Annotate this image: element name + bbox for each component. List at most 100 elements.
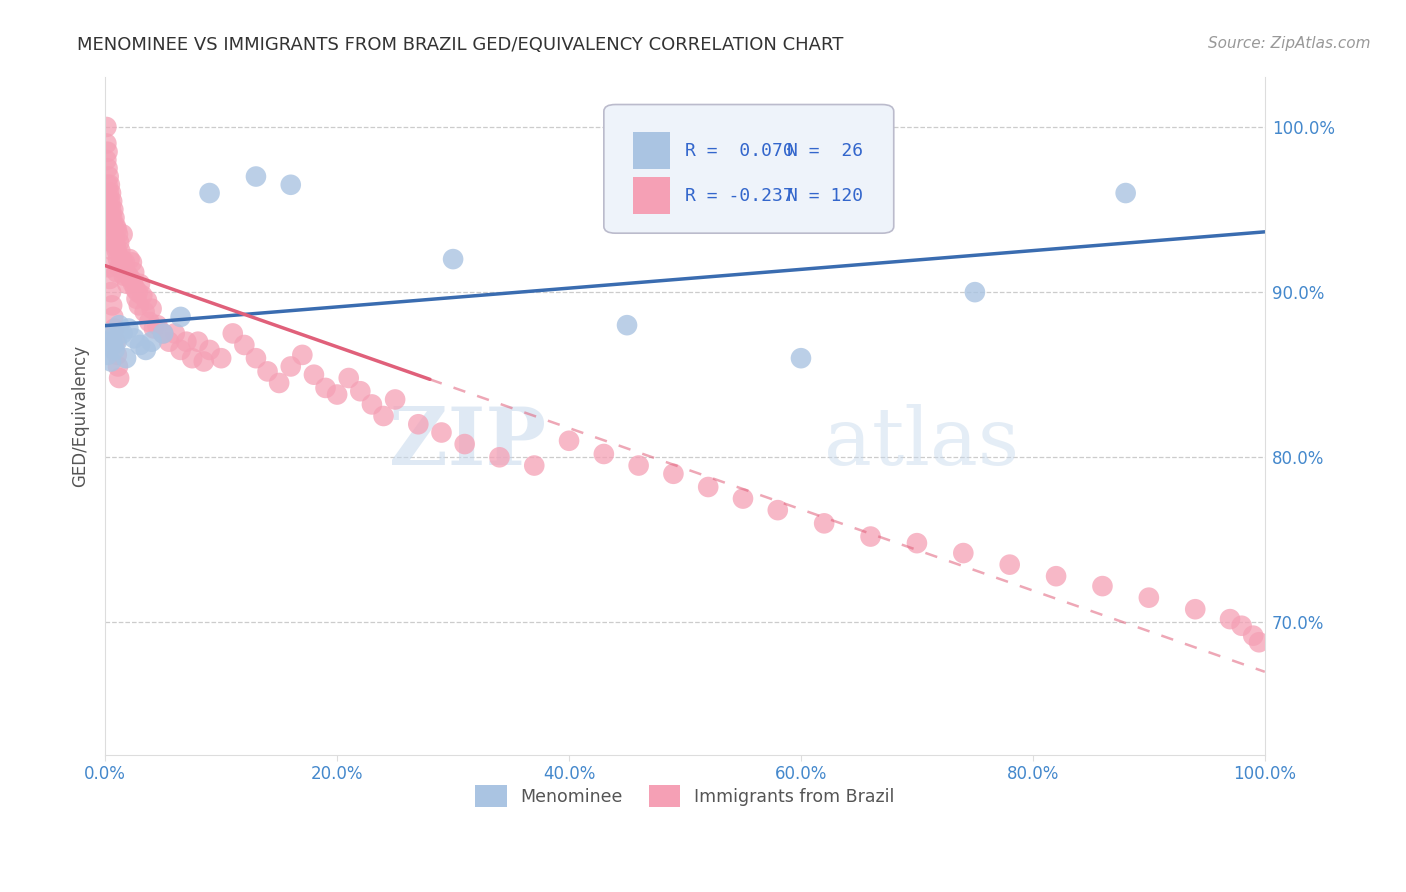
Point: [141, 301, 163, 316]
Point: [616, 318, 638, 333]
Point: [256, 364, 278, 378]
Point: [97, 334, 120, 349]
Point: [627, 458, 650, 473]
Point: [97, 260, 120, 275]
Point: [110, 244, 132, 258]
Point: [96, 348, 118, 362]
Point: [731, 491, 754, 506]
Point: [110, 252, 132, 266]
Point: [97, 202, 120, 217]
Point: [104, 239, 127, 253]
Point: [176, 334, 198, 349]
Point: [326, 387, 349, 401]
Y-axis label: GED/Equivalency: GED/Equivalency: [72, 345, 89, 487]
Point: [107, 359, 129, 374]
Point: [101, 235, 124, 250]
Point: [523, 458, 546, 473]
Point: [97, 219, 120, 233]
Point: [103, 310, 125, 324]
Point: [105, 244, 128, 258]
Point: [103, 244, 125, 258]
Point: [291, 348, 314, 362]
Point: [998, 558, 1021, 572]
Point: [96, 120, 118, 134]
Point: [103, 343, 125, 357]
Point: [100, 285, 122, 300]
Point: [97, 169, 120, 184]
Point: [105, 222, 128, 236]
Text: R = -0.237: R = -0.237: [685, 187, 794, 205]
Point: [96, 326, 118, 341]
Point: [100, 202, 122, 217]
Point: [96, 178, 118, 192]
Point: [152, 326, 174, 341]
Point: [558, 434, 581, 448]
Point: [115, 265, 138, 279]
Point: [103, 219, 125, 233]
Bar: [633, 177, 669, 214]
Point: [1247, 635, 1270, 649]
Point: [117, 277, 139, 291]
Point: [131, 288, 153, 302]
Point: [454, 437, 477, 451]
Point: [107, 252, 129, 266]
Point: [280, 359, 302, 374]
Point: [245, 169, 267, 184]
Point: [111, 227, 134, 242]
Point: [96, 161, 118, 176]
Point: [662, 467, 685, 481]
Point: [441, 252, 464, 266]
Point: [198, 186, 221, 200]
Point: [117, 268, 139, 283]
Point: [163, 326, 186, 341]
FancyBboxPatch shape: [603, 104, 894, 233]
Point: [105, 265, 128, 279]
Point: [408, 417, 430, 432]
Point: [233, 338, 256, 352]
Point: [101, 331, 124, 345]
Point: [963, 285, 986, 300]
Point: [157, 334, 180, 349]
Point: [187, 334, 209, 349]
Point: [111, 326, 134, 341]
Point: [181, 351, 204, 366]
Point: [98, 178, 121, 192]
Point: [111, 255, 134, 269]
Point: [280, 178, 302, 192]
Point: [128, 298, 150, 312]
Point: [269, 376, 291, 390]
Point: [103, 338, 125, 352]
Point: [349, 384, 371, 399]
Bar: [633, 132, 669, 169]
Point: [209, 351, 232, 366]
Point: [108, 371, 131, 385]
Point: [122, 265, 145, 279]
Point: [103, 232, 125, 246]
Point: [114, 255, 136, 269]
Point: [245, 351, 267, 366]
Point: [859, 530, 882, 544]
Point: [198, 343, 221, 357]
Point: [315, 381, 337, 395]
Point: [142, 321, 165, 335]
Point: [1115, 186, 1137, 200]
Point: [697, 480, 720, 494]
Point: [107, 227, 129, 242]
Point: [100, 186, 122, 200]
Point: [122, 331, 145, 345]
Legend: Menominee, Immigrants from Brazil: Menominee, Immigrants from Brazil: [468, 779, 901, 814]
Point: [98, 272, 121, 286]
Point: [592, 447, 614, 461]
Point: [766, 503, 789, 517]
Point: [124, 282, 146, 296]
Text: ZIP: ZIP: [389, 404, 546, 482]
Point: [97, 186, 120, 200]
Point: [100, 354, 122, 368]
Point: [103, 202, 125, 217]
Point: [101, 211, 124, 225]
Point: [361, 397, 384, 411]
Point: [108, 260, 131, 275]
Text: N = 120: N = 120: [787, 187, 863, 205]
Point: [302, 368, 325, 382]
Point: [152, 326, 174, 341]
